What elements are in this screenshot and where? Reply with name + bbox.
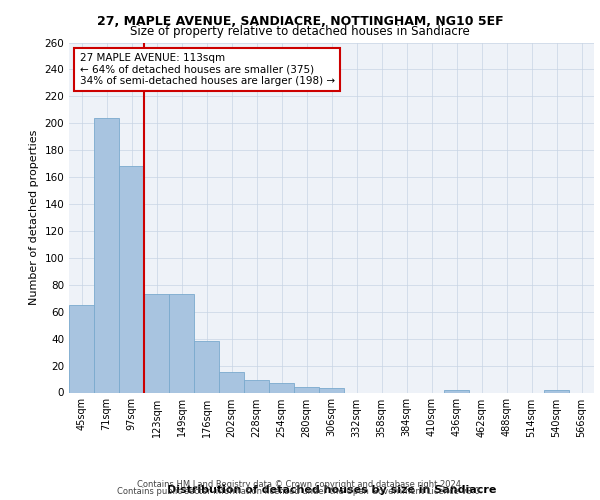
Bar [144,294,169,392]
Text: Contains HM Land Registry data © Crown copyright and database right 2024.: Contains HM Land Registry data © Crown c… [137,480,463,489]
Bar [269,383,294,392]
Bar [94,118,119,392]
Bar [194,342,219,392]
Y-axis label: Number of detached properties: Number of detached properties [29,130,39,305]
X-axis label: Distribution of detached houses by size in Sandiacre: Distribution of detached houses by size … [167,486,496,496]
Text: Size of property relative to detached houses in Sandiacre: Size of property relative to detached ho… [130,25,470,38]
Bar [319,388,344,392]
Text: 27, MAPLE AVENUE, SANDIACRE, NOTTINGHAM, NG10 5EF: 27, MAPLE AVENUE, SANDIACRE, NOTTINGHAM,… [97,15,503,28]
Bar [219,372,244,392]
Bar [69,305,94,392]
Bar [244,380,269,392]
Text: Contains public sector information licensed under the Open Government Licence v3: Contains public sector information licen… [118,487,482,496]
Bar [169,294,194,392]
Bar [119,166,144,392]
Bar [294,387,319,392]
Bar [544,390,569,392]
Text: 27 MAPLE AVENUE: 113sqm
← 64% of detached houses are smaller (375)
34% of semi-d: 27 MAPLE AVENUE: 113sqm ← 64% of detache… [79,53,335,86]
Bar [444,390,469,392]
